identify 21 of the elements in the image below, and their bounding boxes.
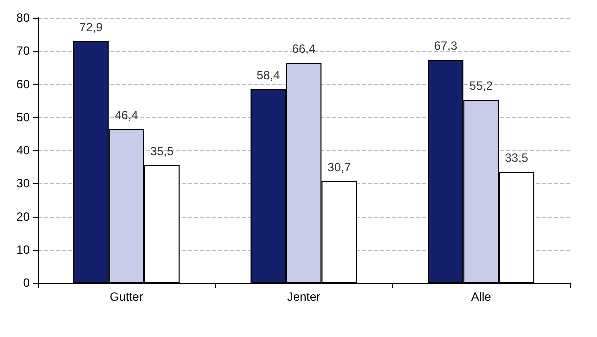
- data-label: 58,4: [256, 68, 281, 83]
- y-tick-label: 60: [16, 77, 30, 92]
- data-label: 55,2: [470, 79, 494, 94]
- y-tick-label: 40: [16, 144, 30, 158]
- y-tick-label: 0: [23, 276, 30, 290]
- y-tick-label: 10: [16, 242, 30, 257]
- data-label: 72,9: [80, 20, 104, 35]
- data-label: 67,3: [434, 39, 458, 54]
- data-label: 33,5: [505, 151, 529, 166]
- data-label: 46,4: [114, 108, 139, 122]
- y-tick-label: 70: [16, 44, 30, 58]
- data-label: 66,4: [292, 42, 316, 56]
- x-tick-label: Gutter: [110, 290, 144, 304]
- data-label: 35,5: [150, 144, 174, 158]
- x-tick-label: Alle: [471, 290, 492, 304]
- y-tick-label: 30: [16, 176, 30, 191]
- data-label: 30,7: [328, 160, 352, 174]
- x-tick-label: Jenter: [287, 290, 321, 304]
- y-tick-label: 20: [16, 210, 30, 224]
- y-tick-label: 50: [16, 110, 30, 124]
- y-tick-label: 80: [16, 11, 30, 25]
